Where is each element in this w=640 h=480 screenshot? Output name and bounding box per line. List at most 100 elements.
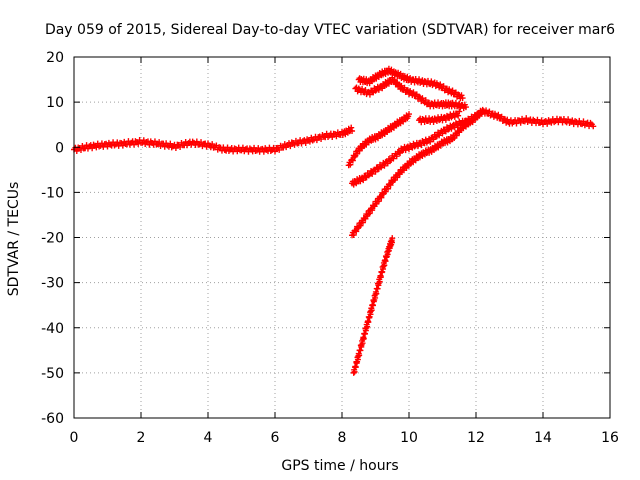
data-point xyxy=(381,162,388,169)
data-point xyxy=(375,86,382,93)
x-axis-ticks: 0 2 4 6 8 10 12 14 16 xyxy=(70,57,619,446)
data-point xyxy=(459,95,466,102)
data-point xyxy=(234,148,241,155)
y-tick-label: 0 xyxy=(55,140,64,156)
x-tick-label: 10 xyxy=(400,430,418,446)
series-track-7 xyxy=(416,108,463,126)
data-point xyxy=(255,145,262,152)
y-tick-label: 20 xyxy=(46,50,64,66)
data-point xyxy=(448,125,455,132)
data-point xyxy=(372,168,379,175)
data-point xyxy=(394,174,401,181)
x-tick-label: 14 xyxy=(534,430,552,446)
data-point xyxy=(357,222,364,229)
data-point xyxy=(357,347,364,354)
y-tick-label: -40 xyxy=(41,321,64,337)
data-point xyxy=(406,111,412,118)
series-track-2 xyxy=(355,65,466,102)
data-point xyxy=(151,138,158,145)
series-track-1 xyxy=(352,74,469,112)
y-tick-label: 10 xyxy=(46,95,64,111)
y-axis-ticks: -60 -50 -40 -30 -20 -10 0 10 20 xyxy=(41,50,610,427)
y-tick-label: -50 xyxy=(41,366,64,382)
data-point xyxy=(360,335,367,342)
y-tick-label: -10 xyxy=(41,185,64,201)
data-point xyxy=(389,235,396,242)
data-point xyxy=(365,172,372,179)
data-point xyxy=(374,285,381,292)
y-tick-label: -20 xyxy=(41,231,64,247)
data-point xyxy=(362,173,369,180)
data-point xyxy=(350,232,357,239)
data-point xyxy=(272,148,278,155)
data-point xyxy=(439,130,446,137)
data-point xyxy=(395,148,402,155)
data-point xyxy=(385,185,392,192)
data-point xyxy=(351,153,358,160)
data-point xyxy=(135,140,142,147)
data-point xyxy=(387,182,394,189)
data-point xyxy=(414,143,421,150)
data-point xyxy=(359,85,366,92)
x-tick-label: 8 xyxy=(338,430,347,446)
data-point xyxy=(354,150,361,157)
data-point xyxy=(329,134,336,141)
data-point xyxy=(445,126,452,133)
data-point xyxy=(513,120,520,127)
x-tick-label: 12 xyxy=(467,430,485,446)
y-axis-label: SDTVAR / TECUs xyxy=(6,182,22,297)
x-tick-label: 4 xyxy=(204,430,213,446)
data-point xyxy=(483,107,490,114)
data-point xyxy=(369,170,376,177)
series-track-3 xyxy=(345,111,412,169)
data-point xyxy=(382,258,389,265)
data-point xyxy=(373,290,380,297)
data-point xyxy=(360,177,367,184)
data-point xyxy=(372,87,379,94)
data-point xyxy=(453,132,460,139)
data-point xyxy=(404,73,411,80)
data-point xyxy=(422,97,429,104)
x-tick-label: 16 xyxy=(601,430,619,446)
data-point xyxy=(393,153,400,160)
data-point xyxy=(462,104,469,111)
data-point xyxy=(378,194,385,201)
data-point xyxy=(449,87,456,94)
data-point xyxy=(419,95,426,102)
x-tick-label: 2 xyxy=(137,430,146,446)
series-pre-event xyxy=(71,124,356,155)
data-point xyxy=(287,143,294,150)
data-point xyxy=(349,128,356,135)
data-point xyxy=(353,228,360,235)
data-point xyxy=(366,91,373,98)
x-tick-label: 0 xyxy=(70,430,79,446)
data-point xyxy=(347,161,354,168)
data-point xyxy=(455,112,462,119)
data-point xyxy=(366,210,373,217)
y-tick-label: -60 xyxy=(41,411,64,427)
data-point xyxy=(73,147,80,154)
data-point xyxy=(377,274,384,281)
data-point xyxy=(569,117,576,124)
data-point xyxy=(313,137,320,144)
data-point xyxy=(306,138,313,145)
x-tick-label: 6 xyxy=(271,430,280,446)
series-track-5 xyxy=(349,106,597,239)
data-point xyxy=(365,319,372,326)
data-point xyxy=(359,219,366,226)
data-point xyxy=(410,89,417,96)
grid xyxy=(74,57,610,418)
data-point xyxy=(352,364,359,371)
data-point xyxy=(398,82,405,89)
data-point xyxy=(384,160,391,167)
data-point xyxy=(451,113,458,120)
data-point xyxy=(458,92,465,99)
data-point xyxy=(281,141,288,148)
data-point xyxy=(427,138,434,145)
data-point xyxy=(590,123,597,130)
data-point xyxy=(349,157,356,164)
data-point xyxy=(93,144,100,151)
data-points xyxy=(71,65,597,376)
series-track-6 xyxy=(350,235,396,376)
